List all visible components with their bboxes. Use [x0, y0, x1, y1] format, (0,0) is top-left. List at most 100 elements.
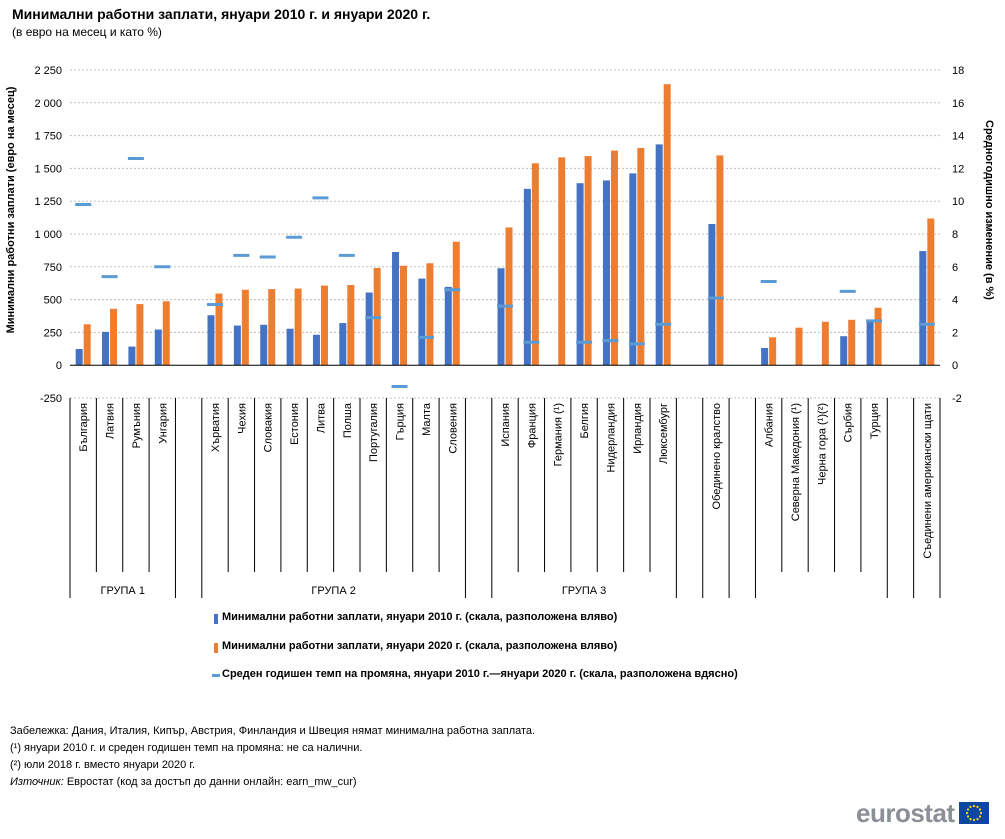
category-label: Гърция	[395, 403, 407, 440]
bar-2020	[874, 307, 882, 366]
category-label: Румъния	[131, 403, 143, 448]
bar-2010	[339, 323, 347, 366]
eu-flag-icon	[959, 802, 989, 824]
category-label: Черна гора (¹)(²)	[816, 403, 828, 485]
y2-tick-label: 8	[952, 229, 958, 241]
y-tick-label: 1 250	[34, 196, 62, 208]
y-tick-label: -250	[40, 393, 62, 405]
bar-2020	[162, 301, 170, 366]
bar-2020	[531, 163, 539, 366]
bar-2020	[347, 285, 355, 366]
category-label: Малта	[421, 402, 433, 436]
bar-2020	[848, 319, 856, 366]
bar-2010	[444, 286, 452, 366]
bar-2020	[505, 227, 513, 366]
y-tick-label: 2 000	[34, 98, 62, 110]
category-label: Сърбия	[843, 403, 855, 442]
bar-2010	[260, 324, 268, 366]
bar-2010	[75, 349, 83, 366]
y-tick-label: 1 000	[34, 229, 62, 241]
bar-2020	[637, 147, 645, 366]
bar-2020	[215, 293, 223, 366]
bar-2010	[154, 329, 162, 366]
category-label: Германия (¹)	[553, 403, 565, 466]
bar-2010	[840, 336, 848, 366]
bar-2020	[452, 241, 460, 366]
bar-2010	[418, 278, 426, 366]
legend-swatch-2010	[214, 614, 218, 624]
bar-2010	[761, 348, 769, 366]
source-label: Източник:	[10, 776, 64, 788]
bar-2010	[365, 292, 373, 366]
bar-2020	[83, 324, 91, 366]
bar-2020	[426, 263, 434, 366]
bar-2020	[716, 155, 724, 366]
legend-item-change: Среден годишен темп на промяна, януари 2…	[212, 668, 738, 680]
bar-2020	[663, 84, 671, 366]
y-axis-title: Минимални работни заплати (евро на месец…	[5, 86, 17, 333]
bar-2010	[497, 268, 505, 366]
category-label: Люксембург	[658, 403, 670, 464]
y2-axis-title: Средногодишно изменение (в %)	[983, 120, 995, 300]
category-label: Обединено кралство	[711, 403, 723, 509]
legend-label-2010: Минимални работни заплати, януари 2010 г…	[222, 611, 618, 623]
bar-2010	[392, 251, 400, 366]
y2-tick-label: 10	[952, 196, 964, 208]
legend-swatch-change	[212, 674, 220, 677]
category-label: Нидерландия	[605, 403, 617, 473]
footnotes: Забележка: Дания, Италия, Кипър, Австрия…	[10, 723, 535, 791]
bar-2010	[207, 315, 215, 366]
y-tick-label: 1 500	[34, 163, 62, 175]
bar-2010	[128, 346, 136, 366]
bar-2010	[286, 328, 294, 366]
category-label: Албания	[764, 403, 776, 447]
category-label: България	[78, 403, 90, 452]
y-tick-label: 0	[56, 360, 62, 372]
category-label: Северна Македония (¹)	[790, 403, 802, 521]
bar-2010	[233, 325, 241, 366]
bar-2010	[102, 331, 110, 366]
chart-title: Минимални работни заплати, януари 2010 г…	[12, 6, 431, 22]
legend-item-2020: Минимални работни заплати, януари 2020 г…	[214, 640, 618, 653]
bar-2010	[919, 251, 927, 366]
chart-plot: -250 0 250 500 750 1 000 1 250 1 500 1 750 2 000 2…	[5, 65, 995, 598]
bar-2010	[629, 173, 637, 366]
chart-subtitle: (в евро на месец и като %)	[12, 25, 162, 39]
y2-tick-label: 6	[952, 262, 958, 274]
y2-tick-label: -2	[952, 393, 962, 405]
bar-2020	[927, 218, 935, 366]
category-label: Литва	[315, 402, 327, 433]
category-label: Естония	[289, 403, 301, 445]
y2-tick-label: 18	[952, 65, 964, 77]
bar-2010	[312, 334, 320, 366]
note-text: Забележка: Дания, Италия, Кипър, Австрия…	[10, 725, 536, 737]
category-label: Франция	[526, 403, 538, 448]
y-tick-label: 750	[44, 262, 62, 274]
bar-2020	[136, 304, 144, 366]
footnote-2: (²) юли 2018 г. вместо януари 2020 г.	[10, 759, 196, 771]
legend-label-2020: Минимални работни заплати, януари 2020 г…	[222, 640, 618, 652]
bar-2020	[241, 289, 249, 366]
category-label: Съединени американски щати	[922, 403, 934, 559]
y-tick-label: 1 750	[34, 131, 62, 143]
source-text: Евростат (код за достъп до данни онлайн:…	[63, 776, 357, 788]
logo-text: eurostat	[856, 798, 955, 828]
legend-label-change: Среден годишен темп на промяна, януари 2…	[222, 668, 738, 680]
category-label: Турция	[869, 403, 881, 439]
category-label: Словакия	[263, 403, 275, 452]
bar-2010	[576, 183, 584, 366]
bar-2010	[602, 180, 610, 366]
footnote-1: (¹) януари 2010 г. и среден годишен темп…	[10, 742, 363, 754]
y2-tick-label: 2	[952, 327, 958, 339]
category-label: Португалия	[368, 403, 380, 462]
y-tick-label: 500	[44, 295, 62, 307]
legend-item-2010: Минимални работни заплати, януари 2010 г…	[214, 611, 618, 624]
category-label: Белгия	[579, 403, 591, 439]
category-label: Полша	[342, 402, 354, 438]
bar-2020	[558, 157, 566, 366]
group-label: ГРУПА 1	[100, 585, 144, 597]
bar-2010	[708, 224, 716, 366]
bar-2020	[320, 285, 328, 366]
bar-2020	[610, 150, 618, 366]
bar-2020	[268, 289, 276, 366]
